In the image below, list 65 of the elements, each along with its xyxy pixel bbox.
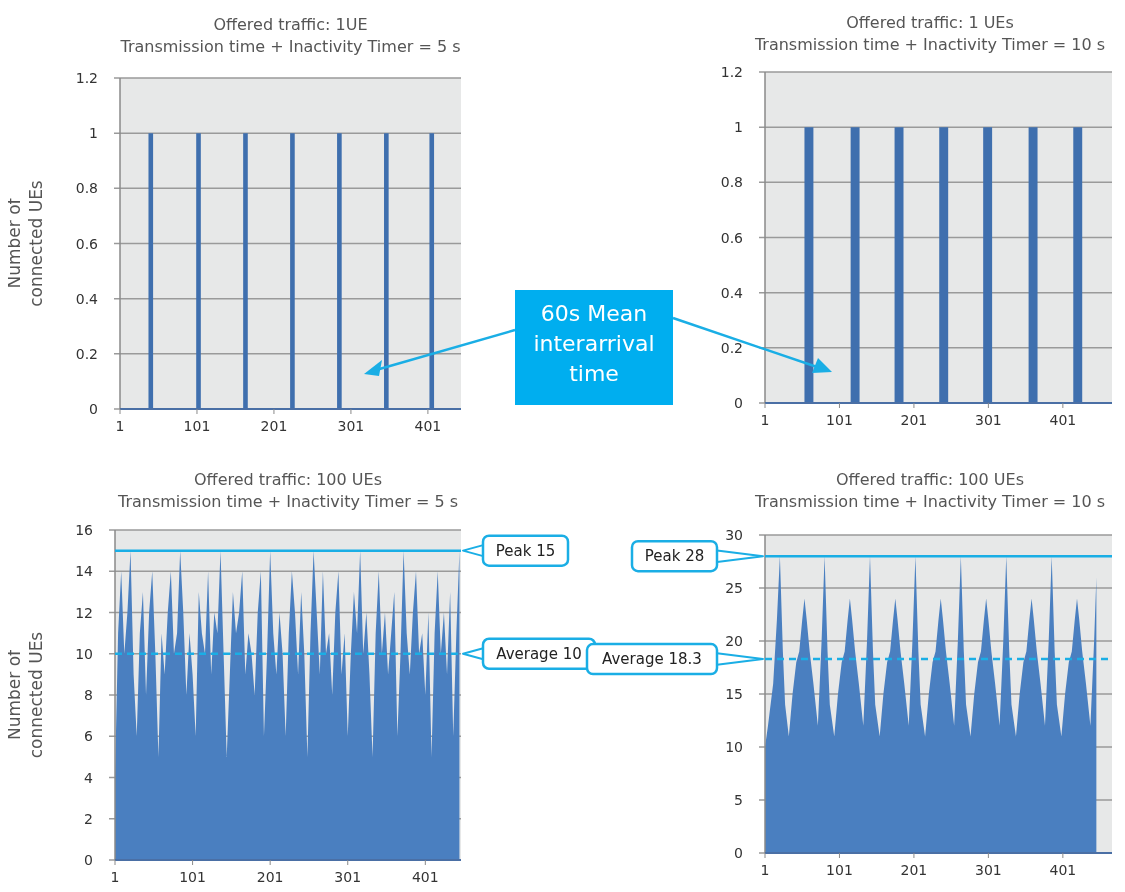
y-tick-label: 1.2: [75, 70, 98, 86]
chart-title: Offered traffic: 1 UEs: [846, 13, 1014, 32]
y-tick-label: 0: [734, 395, 743, 411]
y-tick-label: 0.8: [720, 174, 743, 191]
y-tick-label: 15: [725, 686, 743, 702]
y-tick-label: 0.2: [720, 339, 743, 356]
text: 60s Mean interarrival time: [533, 301, 655, 386]
y-tick-label: 0.6: [720, 229, 744, 246]
y-axis-title: Number of connected UEs: [4, 631, 46, 759]
chart-title: Offered traffic: 100 UEs: [836, 470, 1024, 489]
y-tick-label: 0: [734, 845, 743, 861]
y-tick-label: 10: [725, 739, 743, 755]
y-tick-label: 25: [725, 580, 743, 596]
x-tick-label: 201: [256, 869, 284, 885]
x-tick-label: 101: [183, 418, 211, 434]
x-tick-label: 201: [900, 862, 928, 878]
chart-title: Offered traffic: 1UE: [213, 15, 368, 34]
y-tick-label: 0: [84, 852, 93, 868]
ref-line-label: Peak 28: [644, 547, 705, 566]
x-tick-label: 201: [260, 418, 288, 434]
y-tick-label: 1: [89, 125, 98, 142]
y-tick-label: 0.4: [75, 290, 99, 307]
y-tick-label: 16: [75, 522, 94, 538]
x-tick-label: 401: [1049, 862, 1077, 878]
y-tick-label: 8: [84, 687, 93, 703]
y-tick-label: 0.8: [75, 180, 98, 197]
y-tick-label: 2: [84, 810, 93, 827]
x-tick-label: 1: [760, 412, 770, 428]
chart-subtitle: Transmission time + Inactivity Timer = 10 s: [753, 492, 1106, 511]
y-tick-label: 1.2: [720, 64, 743, 80]
y-tick-label: 10: [75, 645, 93, 662]
y-axis-title: Number of connected UEs: [4, 180, 46, 307]
x-tick-label: 201: [900, 412, 928, 428]
x-tick-label: 1: [760, 862, 770, 878]
chart-title: Offered traffic: 100 UEs: [194, 470, 382, 489]
y-tick-label: 0.2: [75, 345, 98, 362]
x-tick-label: 301: [334, 869, 362, 885]
y-tick-label: 1: [734, 119, 743, 136]
chart-subtitle: Transmission time + Inactivity Timer = 5 s: [116, 492, 459, 511]
y-tick-label: 6: [84, 728, 94, 745]
y-tick-label: 0: [89, 401, 98, 417]
y-tick-label: 20: [725, 633, 743, 649]
x-tick-label: 301: [337, 418, 365, 434]
ref-line-label: Peak 15: [495, 541, 556, 560]
x-tick-label: 401: [411, 869, 439, 885]
y-tick-label: 30: [725, 527, 743, 543]
x-tick-label: 101: [826, 412, 853, 428]
x-tick-label: 101: [826, 862, 853, 878]
y-tick-label: 0.4: [720, 284, 744, 301]
x-tick-label: 401: [414, 418, 442, 434]
ref-line-label: Average 10: [496, 644, 582, 663]
y-tick-label: 4: [84, 769, 94, 786]
x-tick-label: 1: [115, 418, 125, 434]
chart-subtitle: Transmission time + Inactivity Timer = 10 s: [753, 35, 1106, 54]
x-tick-label: 301: [975, 862, 1002, 878]
x-tick-label: 301: [975, 412, 1002, 428]
chart-subtitle: Transmission time + Inactivity Timer = 5 s: [119, 37, 461, 56]
x-tick-label: 1: [110, 869, 120, 885]
y-tick-label: 5: [734, 792, 743, 808]
y-tick-label: 12: [75, 604, 93, 621]
y-tick-label: 14: [75, 563, 94, 580]
x-tick-label: 101: [179, 869, 206, 885]
x-tick-label: 401: [1049, 412, 1077, 428]
ref-line-label: Average 18.3: [602, 650, 702, 669]
y-tick-label: 0.6: [75, 235, 99, 252]
